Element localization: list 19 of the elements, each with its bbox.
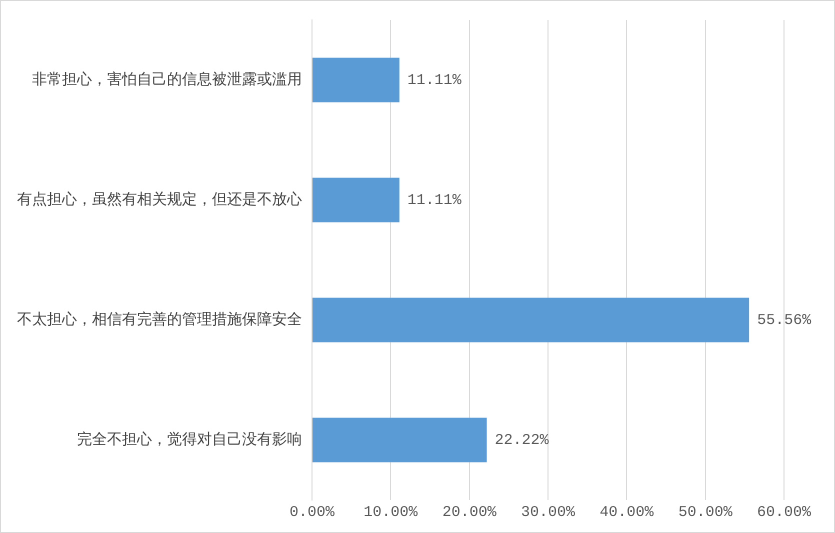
x-tick-label: 0.00% — [289, 504, 336, 521]
x-tick-label: 10.00% — [364, 504, 419, 521]
data-label: 22.22% — [494, 432, 550, 449]
x-tick-label: 30.00% — [520, 504, 576, 521]
bar — [312, 178, 400, 222]
data-label: 11.11% — [407, 72, 462, 89]
x-tick-label: 50.00% — [678, 504, 734, 521]
data-label: 11.11% — [407, 192, 462, 209]
y-tick-label: 非常担心，害怕自己的信息被泄露或滥用 — [32, 70, 302, 88]
bar — [312, 58, 400, 102]
bar — [312, 418, 487, 462]
y-tick-label: 不太担心，相信有完善的管理措施保障安全 — [17, 310, 302, 328]
x-tick-label: 60.00% — [756, 504, 812, 521]
bar — [312, 298, 750, 342]
y-tick-label: 有点担心，虽然有相关规定，但还是不放心 — [17, 190, 302, 208]
x-tick-label: 20.00% — [442, 504, 498, 521]
y-tick-label: 完全不担心，觉得对自己没有影响 — [77, 430, 302, 448]
data-label: 55.56% — [757, 312, 812, 329]
x-tick-label: 40.00% — [600, 504, 655, 521]
